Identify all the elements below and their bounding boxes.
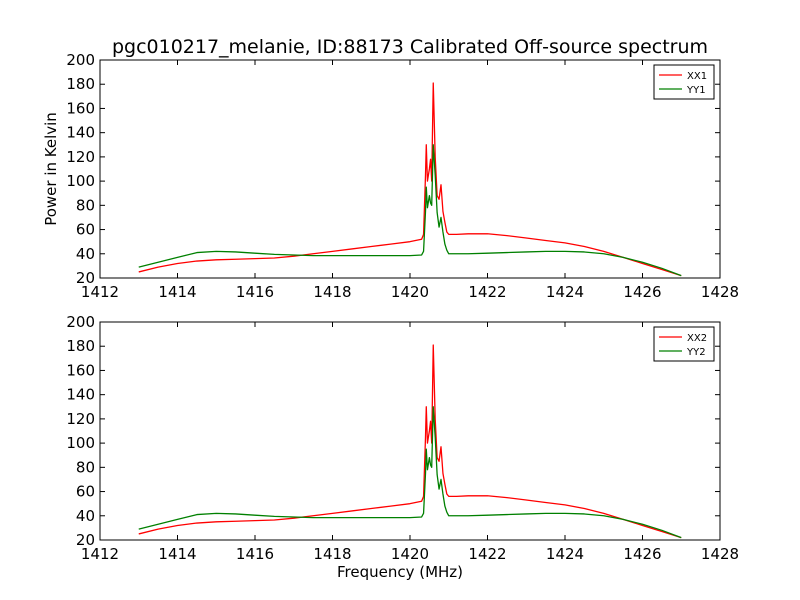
y-tick-label: 180 [66, 337, 95, 355]
y-tick-label: 60 [76, 221, 95, 239]
x-tick-label: 1416 [236, 283, 274, 301]
y-tick-label: 100 [66, 172, 95, 190]
series-line-yy2 [138, 406, 682, 539]
y-tick-label: 160 [66, 99, 95, 117]
series-group [138, 82, 682, 277]
legend-box [653, 326, 715, 362]
y-tick-label: 20 [76, 269, 95, 287]
x-tick-label: 1428 [701, 283, 739, 301]
legend-label-yy1: YY1 [686, 85, 706, 96]
legend-label-xx1: XX1 [687, 71, 707, 82]
series-line-yy1 [138, 144, 682, 277]
x-axis-label: Frequency (MHz) [337, 563, 463, 581]
chart-title: pgc010217_melanie, ID:88173 Calibrated O… [112, 36, 708, 58]
x-tick-label: 1412 [81, 545, 119, 563]
x-tick-label: 1424 [546, 545, 584, 563]
x-tick-label: 1422 [468, 283, 506, 301]
legend-label-xx2: XX2 [687, 333, 707, 344]
panels: 1412 1414 1416 1418 1420 1422 1424 1426 1428 20 40… [42, 51, 739, 581]
y-tick-label: 20 [76, 531, 95, 549]
x-tick-label: 1416 [236, 545, 274, 563]
y-tick-label: 60 [76, 483, 95, 501]
x-tick-label: 1412 [81, 283, 119, 301]
x-tick-label: 1420 [391, 283, 429, 301]
chart-panel-1: 1412 1414 1416 1418 1420 1422 1424 1426 1428 20 40… [42, 51, 739, 301]
y-tick-label: 100 [66, 434, 95, 452]
x-tick-label: 1418 [313, 545, 351, 563]
y-tick-label: 200 [66, 313, 95, 331]
x-tick-label: 1414 [158, 283, 196, 301]
chart-panel-2: 1412 1414 1416 1418 1420 1422 1424 1426 1428 20 40… [66, 313, 739, 581]
y-tick-label: 140 [66, 386, 95, 404]
x-tick-label: 1418 [313, 283, 351, 301]
y-tick-label: 80 [76, 458, 95, 476]
y-tick-label: 180 [66, 75, 95, 93]
series-group [138, 344, 682, 539]
y-tick-label: 140 [66, 124, 95, 142]
y-tick-label: 80 [76, 196, 95, 214]
legend-box [653, 64, 715, 100]
x-tick-label: 1428 [701, 545, 739, 563]
y-tick-label: 40 [76, 245, 95, 263]
x-tick-label: 1426 [623, 545, 661, 563]
y-tick-label: 40 [76, 507, 95, 525]
x-tick-label: 1422 [468, 545, 506, 563]
x-tick-label: 1420 [391, 545, 429, 563]
x-tick-label: 1424 [546, 283, 584, 301]
y-axis-label: Power in Kelvin [42, 112, 60, 226]
x-tick-label: 1426 [623, 283, 661, 301]
y-tick-label: 200 [66, 51, 95, 69]
x-tick-label: 1414 [158, 545, 196, 563]
y-tick-label: 120 [66, 148, 95, 166]
legend-label-yy2: YY2 [686, 347, 706, 358]
y-tick-label: 120 [66, 410, 95, 428]
y-tick-label: 160 [66, 361, 95, 379]
